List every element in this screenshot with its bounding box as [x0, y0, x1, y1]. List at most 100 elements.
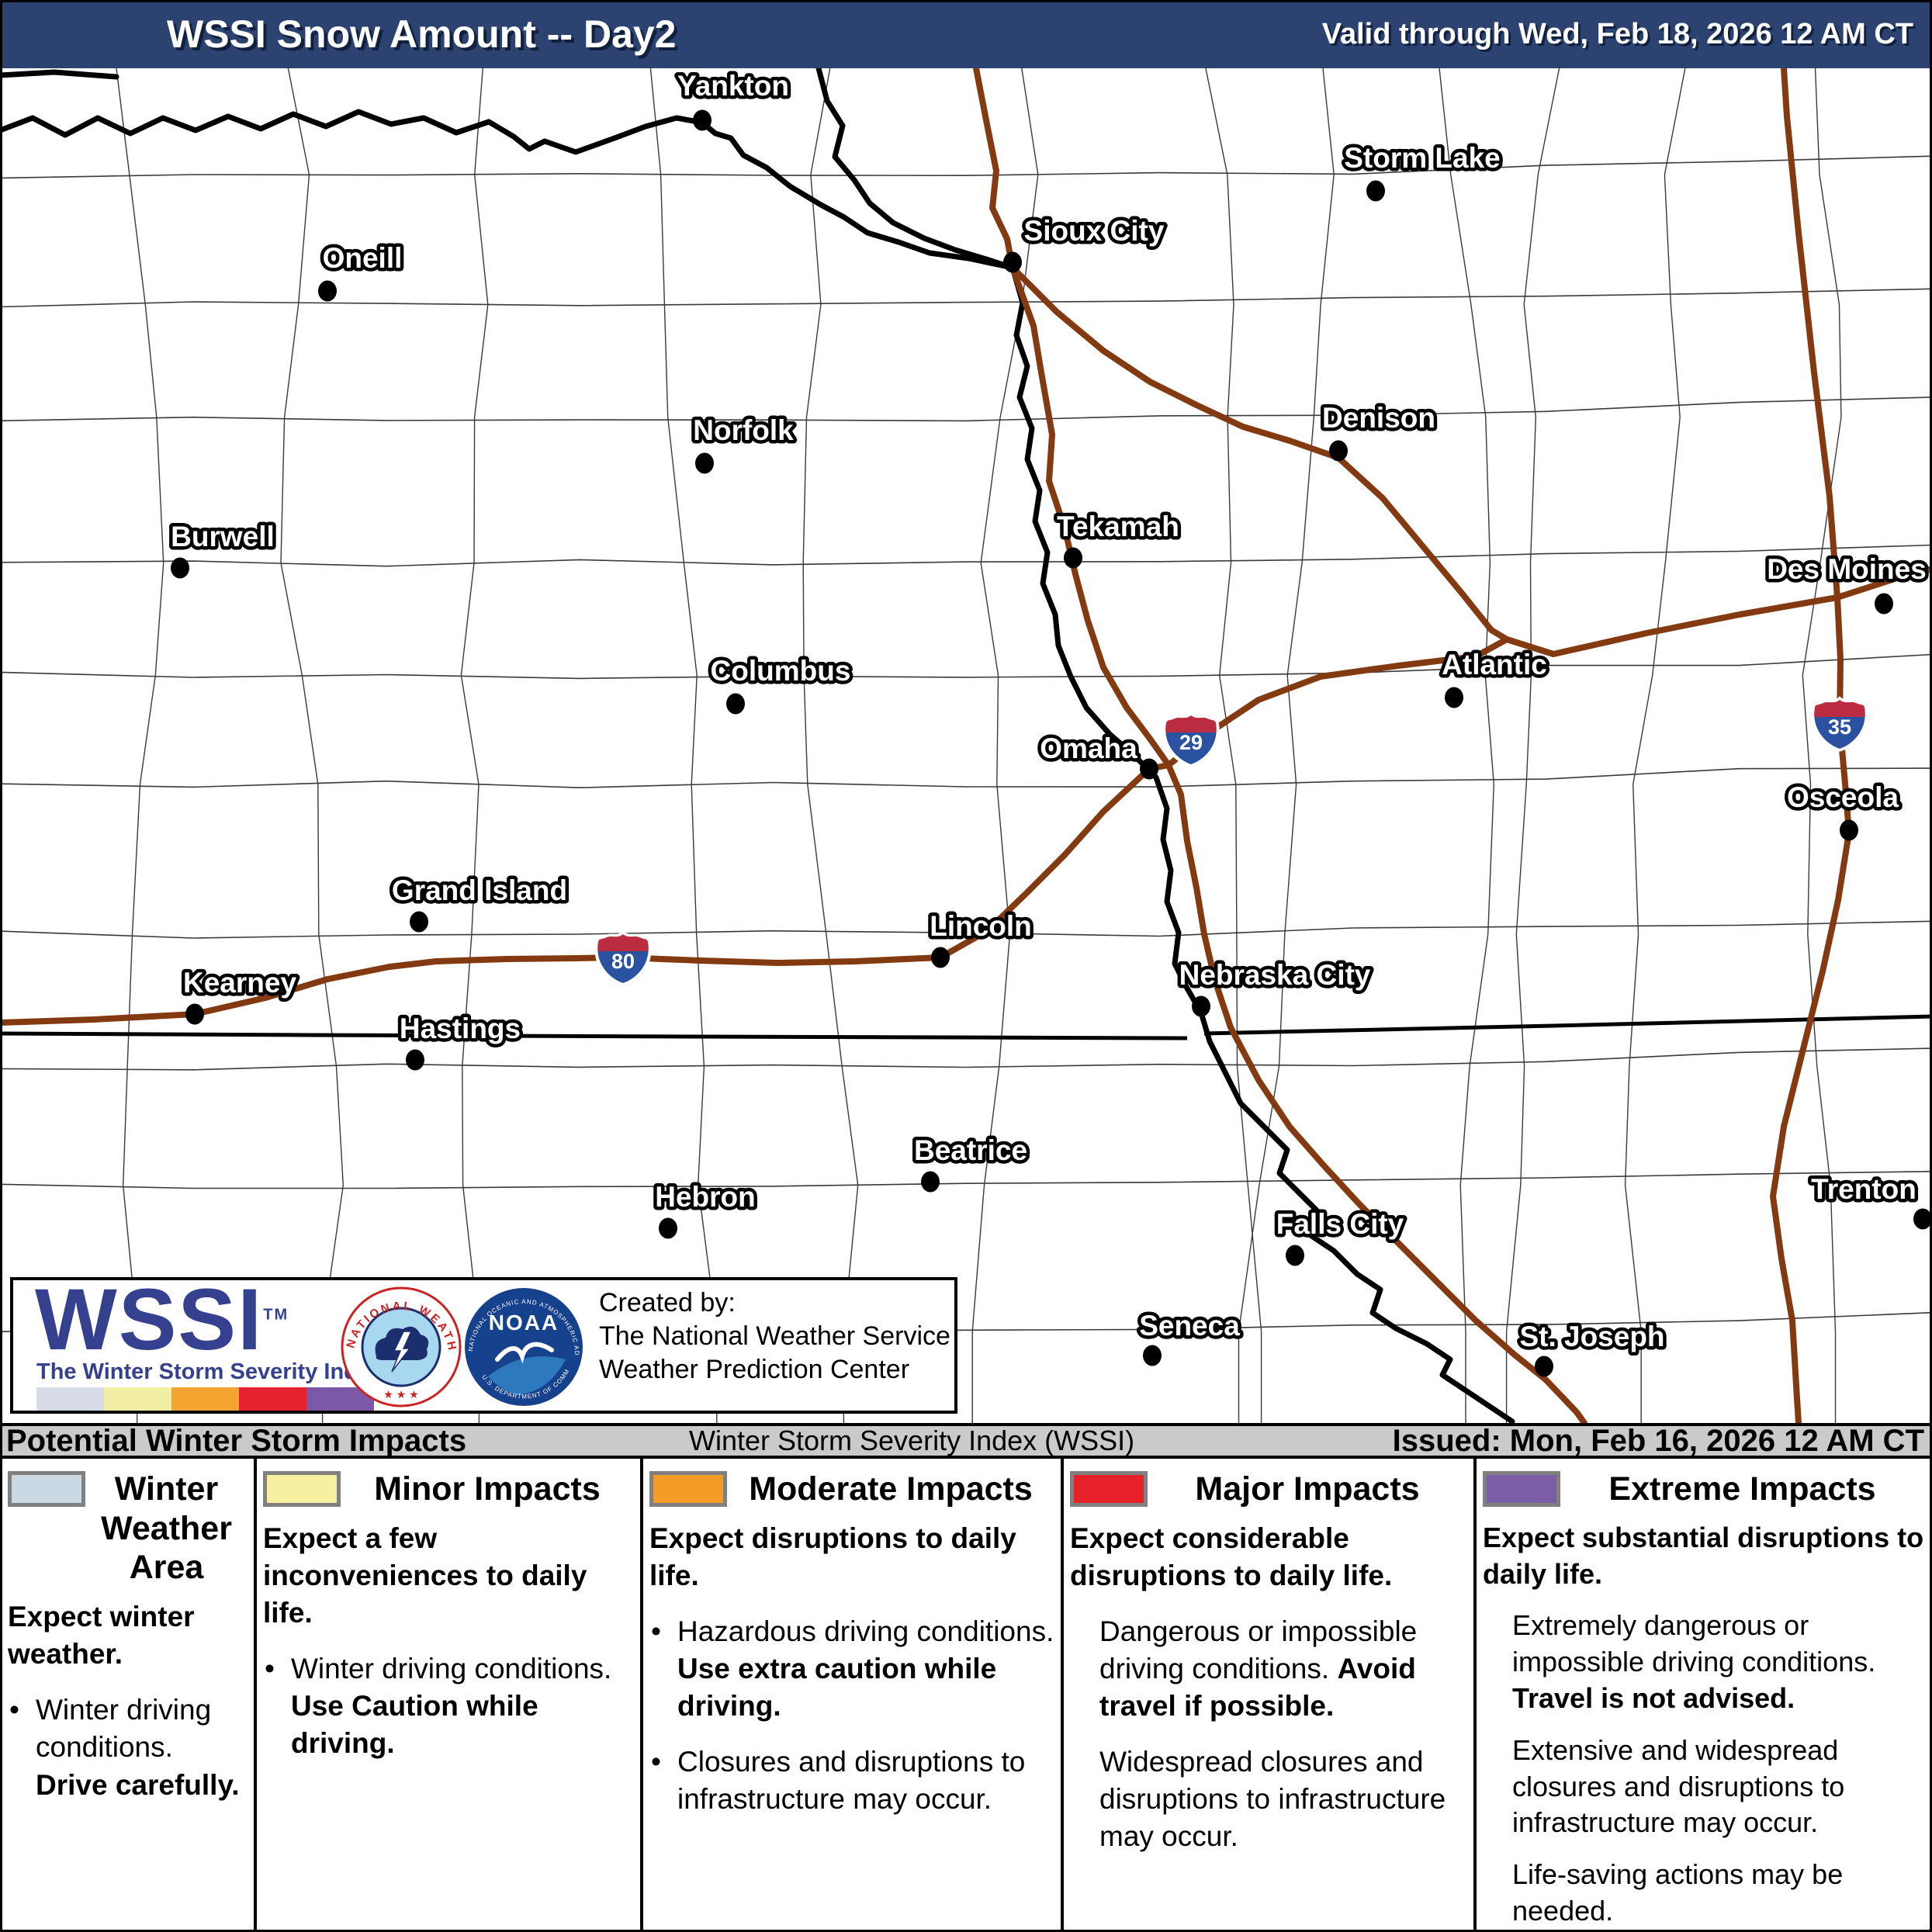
issued-bar: Potential Winter Storm Impacts Winter St… [0, 1423, 1932, 1459]
city-trenton: Trenton [1808, 1170, 1932, 1230]
legend-para-text: Extremely dangerous or impossible drivin… [1512, 1609, 1876, 1714]
created-by-text: Created by: The National Weather Service W… [599, 1286, 950, 1387]
svg-text:NOAA: NOAA [489, 1311, 559, 1335]
city-columbus: Columbus [707, 652, 854, 715]
legend-title-extreme-impacts: Extreme Impacts [1608, 1470, 1876, 1508]
legend-intro-text: Expect winter weather. [8, 1601, 195, 1671]
legend-title-minor-impacts: Minor Impacts [374, 1470, 601, 1508]
impacts-bar-title: Potential Winter Storm Impacts [6, 1423, 467, 1458]
city-label: Tekamah [1057, 511, 1179, 542]
legend-bullet-text: Winter driving conditions. Use Caution w… [263, 1650, 634, 1762]
severity-strip-swatch [239, 1387, 306, 1411]
legend: Winter Weather Area Expect winter weather… [0, 1459, 1932, 1932]
city-label: Des Moines [1767, 553, 1927, 585]
legend-para-text: Widespread closures and disruptions to i… [1099, 1746, 1446, 1853]
legend-divider [1061, 1459, 1064, 1932]
logo-box: WSSITM The Winter Storm Severity Index N… [10, 1271, 957, 1414]
city-oneill: Oneill [318, 239, 406, 302]
city-seneca: Seneca [1136, 1307, 1244, 1366]
city-label: Nebraska City [1179, 959, 1371, 991]
legend-title-moderate-impacts: Moderate Impacts [749, 1470, 1033, 1508]
city-dot [1366, 180, 1385, 202]
city-label: Atlantic [1442, 649, 1547, 680]
trademark-symbol: TM [263, 1306, 289, 1324]
city-dot [1445, 687, 1463, 708]
city-nebraska-city: Nebraska City [1175, 956, 1374, 1017]
city-dot [1535, 1356, 1553, 1377]
city-label: Burwell [171, 521, 275, 552]
city-dot [726, 693, 745, 715]
city-label: Columbus [711, 655, 851, 687]
legend-bullet-text: Closures and disruptions to infrastructu… [649, 1743, 1054, 1818]
city-label: Falls City [1276, 1208, 1404, 1240]
city-dot [1143, 1345, 1162, 1366]
header-bar: WSSI Snow Amount -- Day2 Valid through W… [0, 0, 1932, 68]
city-sioux-city: Sioux City [1003, 212, 1168, 273]
legend-title-major-impacts: Major Impacts [1195, 1470, 1420, 1508]
legend-swatch-extreme-impacts [1483, 1471, 1560, 1507]
legend-intro-text: Expect considerable disruptions to daily… [1070, 1522, 1393, 1591]
city-norfolk: Norfolk [690, 411, 798, 474]
created-by-line: The National Weather Service [599, 1321, 950, 1352]
city-label: Yankton [677, 70, 789, 102]
city-omaha: Omaha [1037, 729, 1158, 780]
legend-para-text: Dangerous or impossible driving conditio… [1099, 1615, 1418, 1723]
page-title: WSSI Snow Amount -- Day2 [167, 12, 677, 56]
legend-divider [254, 1459, 257, 1932]
city-storm-lake: Storm Lake [1341, 139, 1504, 202]
city-tekamah: Tekamah [1054, 507, 1182, 569]
city-yankton: Yankton [674, 67, 792, 131]
city-dot [1064, 547, 1082, 569]
city-kearney: Kearney [179, 964, 300, 1025]
state-borders [0, 1014, 1932, 1040]
city-dot [1913, 1208, 1932, 1230]
city-label: Norfolk [693, 414, 794, 446]
svg-text:29: 29 [1179, 731, 1203, 754]
city-dot [1840, 819, 1858, 841]
city-dot [693, 109, 712, 131]
legend-swatch-winter-weather-area [8, 1471, 85, 1507]
valid-through-label: Valid through Wed, Feb 18, 2026 12 AM CT [1321, 17, 1913, 50]
nws-logo-icon: NATIONAL WEATHER SERVICE★ ★ ★ [339, 1285, 462, 1407]
city-dot [659, 1217, 677, 1239]
issued-timestamp: Issued: Mon, Feb 16, 2026 12 AM CT [1392, 1423, 1924, 1458]
severity-strip-swatch [171, 1387, 239, 1411]
city-dot [1875, 593, 1893, 615]
wssi-bar-subtitle: Winter Storm Severity Index (WSSI) [689, 1425, 1135, 1456]
legend-bullet-text: Hazardous driving conditions. Use extra … [649, 1613, 1054, 1725]
city-des-moines: Des Moines [1764, 550, 1930, 615]
city-label: Grand Island [392, 874, 567, 906]
legend-column-winter-weather-area: Winter Weather Area Expect winter weather… [0, 1459, 255, 1932]
city-label: Oneill [323, 242, 403, 274]
city-burwell: Burwell [168, 518, 278, 579]
city-label: Beatrice [914, 1134, 1027, 1166]
legend-intro-text: Expect a few inconveniences to daily lif… [263, 1522, 587, 1629]
city-dot [1329, 440, 1348, 462]
city-label: Trenton [1811, 1173, 1916, 1205]
city-label: Denison [1322, 402, 1435, 434]
legend-intro-text: Expect disruptions to daily life. [649, 1522, 1016, 1591]
city-atlantic: Atlantic [1439, 646, 1550, 708]
city-label: Lincoln [930, 910, 1032, 942]
wssi-severity-strip [36, 1387, 374, 1411]
county-lines [0, 68, 1932, 1423]
created-by-line: Weather Prediction Center [599, 1355, 910, 1385]
city-dot [921, 1171, 940, 1193]
interstate-29-shield-icon: 29 [1162, 712, 1220, 767]
city-denison: Denison [1319, 399, 1439, 462]
city-label: Omaha [1040, 732, 1137, 764]
city-lincoln: Lincoln [926, 907, 1035, 968]
city-label: St. Joseph [1519, 1321, 1664, 1352]
legend-column-moderate-impacts: Moderate Impacts Expect disruptions to da… [642, 1459, 1062, 1932]
city-osceola: Osceola [1784, 778, 1903, 841]
city-st-joseph: St. Joseph [1516, 1317, 1668, 1377]
city-dot [410, 911, 428, 933]
city-label: Seneca [1139, 1310, 1240, 1342]
city-dot [1192, 995, 1210, 1017]
city-label: Storm Lake [1344, 142, 1501, 174]
legend-divider [1473, 1459, 1477, 1932]
river-lines [0, 65, 1515, 1425]
city-dot [318, 280, 337, 302]
